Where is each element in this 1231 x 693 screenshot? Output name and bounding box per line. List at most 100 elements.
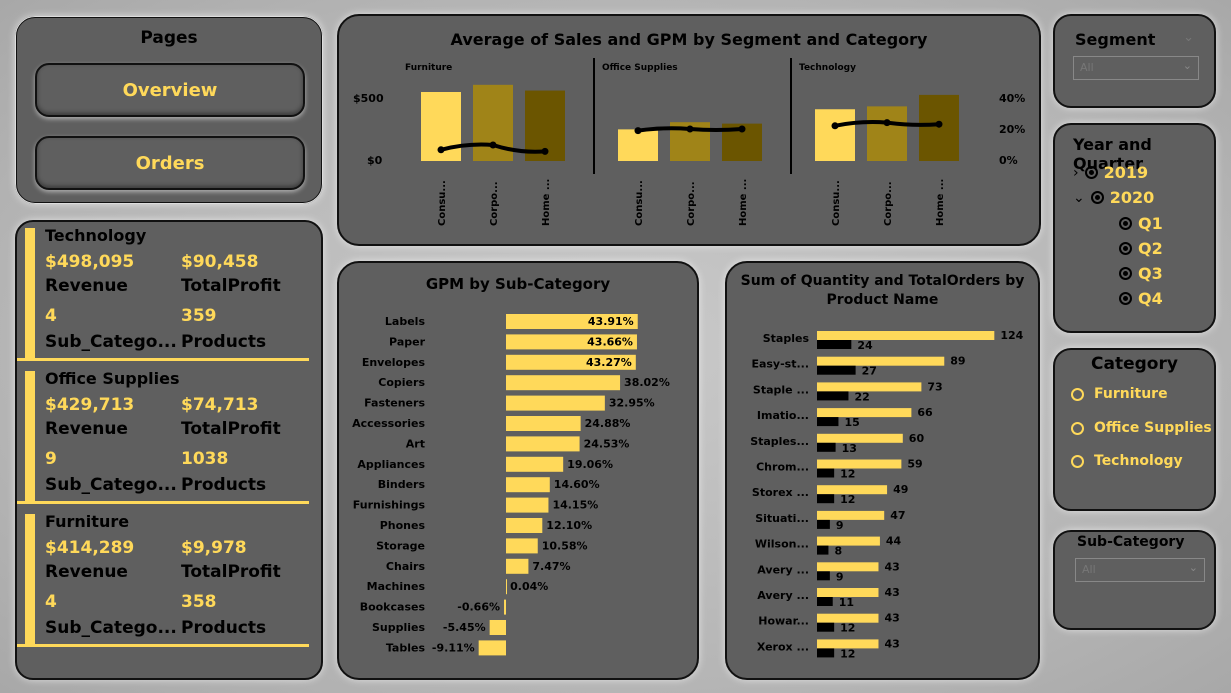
category-title: Category (1091, 354, 1178, 374)
data-label: 24.53% (584, 437, 630, 450)
combo-chart-panel: Average of Sales and GPM by Segment and … (337, 14, 1041, 246)
gpm-bar (506, 395, 605, 411)
orders-bar (817, 597, 833, 606)
radio-icon[interactable] (1090, 191, 1104, 204)
gpm-bar (506, 416, 581, 431)
orders-bar (817, 494, 835, 504)
category-label: Staples... (750, 435, 809, 448)
orders-label: 8 (834, 545, 842, 558)
quantity-label: 124 (1000, 329, 1023, 342)
gpm-bar (506, 375, 621, 391)
gpm-bar (506, 497, 549, 513)
kpi-subcat-label: Sub_Catego... (45, 332, 177, 352)
quarter-item-q3[interactable]: Q3 (1119, 264, 1163, 283)
orders-label: 13 (842, 442, 857, 455)
orders-label: 12 (840, 647, 855, 660)
gpm-bar (506, 436, 580, 452)
data-label: 10.58% (542, 539, 588, 552)
category-label: Staple ... (753, 383, 809, 396)
radio-icon[interactable] (1071, 387, 1084, 401)
category-label: Storex ... (752, 486, 809, 499)
category-label: Staples (763, 332, 810, 345)
gpm-bar (506, 558, 529, 574)
pages-title: Pages (140, 28, 198, 48)
orders-bar (817, 571, 830, 581)
radio-icon[interactable] (1071, 421, 1084, 435)
orders-label: 27 (862, 365, 877, 378)
kpi-separator (17, 501, 309, 504)
y2-tick-label: 40% (999, 92, 1025, 105)
category-label: Avery ... (757, 589, 809, 602)
kpi-accent-bar (25, 514, 35, 644)
category-option-office-supplies[interactable]: Office Supplies (1071, 420, 1212, 436)
year-item-2019[interactable]: › 2019 (1073, 163, 1148, 182)
kpi-furniture: Furniture $414,289 $9,978 Revenue TotalP… (25, 508, 315, 648)
y2-tick-label: 20% (999, 123, 1025, 136)
gpm-bar (489, 620, 506, 635)
orders-bar (817, 648, 835, 658)
quantity-label: 49 (893, 483, 908, 496)
segment-tick-label: Home ... (541, 179, 552, 226)
radio-icon[interactable] (1119, 267, 1132, 280)
quantity-bar (817, 459, 902, 469)
data-label: 14.60% (554, 478, 600, 491)
segment-tick-label: Home ... (935, 179, 946, 226)
gpm-bar (506, 456, 564, 472)
data-label: 7.47% (532, 560, 570, 573)
orders-button[interactable]: Orders (35, 136, 305, 190)
quantity-label: 66 (917, 406, 933, 419)
kpi-panel: Technology $498,095 $90,458 Revenue Tota… (15, 220, 323, 680)
kpi-profit-value: $9,978 (181, 538, 247, 558)
sales-bar (815, 109, 855, 161)
y-tick-label: $0 (367, 154, 383, 167)
category-option-technology[interactable]: Technology (1071, 453, 1183, 469)
gpm-bar (478, 640, 506, 656)
subcategory-dropdown-value: All (1082, 563, 1096, 576)
kpi-title: Furniture (45, 512, 130, 531)
y2-tick-label: 0% (999, 154, 1018, 167)
orders-label: 22 (854, 390, 869, 403)
kpi-profit-label: TotalProfit (181, 419, 281, 439)
radio-icon[interactable] (1084, 166, 1098, 179)
category-option-furniture[interactable]: Furniture (1071, 386, 1168, 402)
qty-chart-title-1: Sum of Quantity and TotalOrders by (740, 273, 1025, 289)
gpm-bar (506, 518, 543, 533)
category-label: Appliances (357, 458, 425, 471)
category-label: Copiers (378, 376, 425, 389)
segment-dropdown[interactable]: All ⌄ (1073, 56, 1199, 80)
group-label: Office Supplies (602, 63, 678, 73)
kpi-revenue-label: Revenue (45, 276, 128, 296)
subcategory-title: Sub-Category (1077, 534, 1185, 550)
quantity-bar (817, 485, 888, 495)
segment-dropdown-value: All (1080, 61, 1094, 74)
segment-tick-label: Consu... (437, 180, 448, 226)
kpi-technology: Technology $498,095 $90,458 Revenue Tota… (25, 222, 315, 362)
quantity-bar (817, 408, 912, 418)
category-label: Wilson... (755, 538, 809, 551)
category-label: Envelopes (362, 356, 426, 369)
quarter-item-q1[interactable]: Q1 (1119, 214, 1163, 233)
chevron-down-icon[interactable]: ⌄ (1183, 30, 1194, 45)
category-label: Paper (389, 335, 426, 348)
orders-bar (817, 519, 830, 529)
orders-label: 12 (840, 622, 855, 635)
subcategory-slicer: Sub-Category All ⌄ (1053, 530, 1216, 630)
category-label: Tables (386, 641, 426, 654)
subcategory-dropdown[interactable]: All ⌄ (1075, 558, 1205, 582)
radio-icon[interactable] (1119, 217, 1132, 230)
quarter-item-q4[interactable]: Q4 (1119, 289, 1163, 308)
orders-label: 11 (839, 596, 854, 609)
category-label: Fasteners (364, 397, 425, 410)
radio-icon[interactable] (1071, 454, 1084, 468)
radio-icon[interactable] (1119, 292, 1132, 305)
radio-icon[interactable] (1119, 242, 1132, 255)
year-item-2020[interactable]: ⌄ 2020 (1073, 188, 1154, 207)
segment-tick-label: Corpo... (489, 181, 500, 226)
chevron-down-icon[interactable]: ⌄ (1073, 189, 1085, 206)
qty-chart-panel: Sum of Quantity and TotalOrders by Produ… (725, 261, 1040, 680)
data-label: 43.91% (588, 315, 634, 328)
quantity-label: 43 (884, 612, 899, 625)
overview-button[interactable]: Overview (35, 63, 305, 117)
chevron-right-icon[interactable]: › (1073, 164, 1079, 181)
quarter-item-q2[interactable]: Q2 (1119, 239, 1163, 258)
